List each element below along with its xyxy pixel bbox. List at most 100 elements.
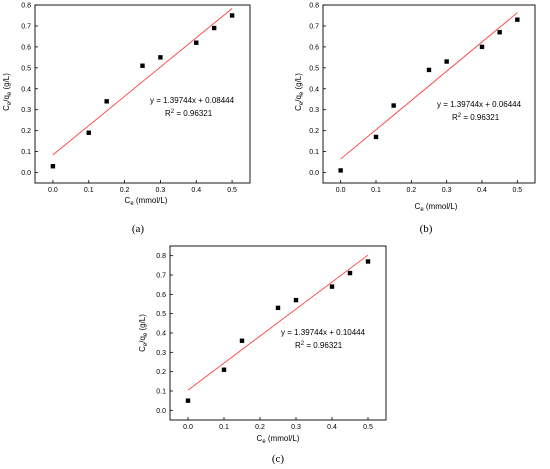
fit-line: [52, 8, 233, 156]
data-point: [373, 134, 379, 140]
fit-line: [187, 254, 369, 391]
data-point: [347, 270, 353, 276]
r-squared-value: = 0.96321: [461, 113, 500, 122]
y-tick-label: 0.5: [21, 65, 31, 72]
x-tick-label: 0.2: [255, 424, 265, 431]
data-point: [515, 17, 520, 22]
y-axis-label: Ce/qe (g/L): [138, 314, 149, 352]
x-tick-label: 0.3: [442, 187, 452, 194]
y-tick-label: 0.0: [156, 408, 166, 415]
r-squared-exponent: 2: [458, 113, 462, 119]
data-point: [50, 164, 56, 169]
data-point: [365, 259, 371, 264]
data-point: [229, 13, 235, 18]
data-point: [185, 398, 191, 403]
data-point: [391, 103, 396, 108]
y-axis-label: Ce/qe (g/L): [294, 73, 305, 111]
y-tick-label: 0.7: [156, 273, 166, 280]
data-point: [221, 367, 227, 372]
y-tick-label: 0.6: [309, 44, 319, 51]
r-squared-value: = 0.96321: [304, 341, 343, 350]
x-tick-label: 0.3: [291, 424, 301, 431]
x-tick-label: 0.1: [219, 424, 229, 431]
y-tick-label: 0.8: [309, 3, 319, 10]
y-tick-label: 0.7: [309, 23, 319, 30]
panel-caption: (b): [420, 223, 433, 235]
data-point: [194, 40, 199, 45]
data-point: [338, 168, 343, 173]
y-tick-label: 0.4: [156, 331, 166, 338]
x-tick-label: 0.2: [406, 187, 416, 194]
y-tick-label: 0.3: [309, 107, 319, 114]
fit-equation: y = 1.39744x + 0.08444: [150, 96, 235, 105]
y-tick-label: 0.1: [156, 389, 166, 396]
x-tick-label: 0.2: [120, 187, 130, 194]
data-point: [275, 305, 281, 311]
x-tick-label: 0.0: [183, 424, 193, 431]
plot-frame: [322, 4, 536, 184]
r-squared-symbol: R: [452, 113, 458, 122]
y-tick-label: 0.3: [156, 350, 166, 357]
data-point: [426, 67, 432, 73]
x-tick-label: 0.4: [327, 424, 337, 431]
r-squared-exponent: 2: [171, 109, 175, 115]
x-tick-label: 0.4: [477, 187, 487, 194]
chart-panel-1: 0.0 0.1 0.2 0.3 0.4 0.5 0.0 0.1 0.2 0.3 0.4 0.5 0.6 0…: [2, 3, 251, 235]
fit-equation: y = 1.39744x + 0.10444: [281, 328, 366, 337]
data-point: [158, 55, 163, 60]
r-squared: R2 = 0.96321: [165, 109, 213, 118]
y-tick-label: 0.6: [21, 44, 31, 51]
data-point: [239, 338, 245, 343]
x-tick-label: 0.5: [363, 424, 373, 431]
plot-frame: [34, 4, 251, 184]
data-point: [211, 25, 217, 31]
x-tick-label: 0.3: [156, 187, 166, 194]
y-tick-label: 0.8: [156, 253, 166, 260]
fit-equation: y = 1.39744x + 0.06444: [437, 100, 522, 109]
y-tick-label: 0.4: [309, 86, 319, 93]
y-tick-label: 0.2: [21, 128, 31, 135]
y-tick-label: 0.2: [309, 128, 319, 135]
data-point: [479, 44, 485, 50]
data-point: [104, 99, 109, 104]
x-tick-label: 0.4: [191, 187, 201, 194]
data-point: [444, 59, 449, 64]
r-squared-value: = 0.96321: [174, 109, 213, 118]
data-point: [86, 130, 91, 135]
data-point: [293, 297, 299, 303]
chart-panel-3: 0.0 0.1 0.2 0.3 0.4 0.5 0.0 0.1 0.2 0.3 0.4 0.5 0.6 0…: [138, 245, 387, 465]
y-tick-label: 0.1: [21, 149, 31, 156]
x-tick-label: 0.0: [336, 187, 346, 194]
y-tick-label: 0.5: [156, 311, 166, 318]
r-squared: R2 = 0.96321: [295, 341, 343, 350]
r-squared-symbol: R: [295, 341, 301, 350]
x-axis-label: Ce (mmol/L): [125, 196, 168, 207]
r-squared-exponent: 2: [301, 341, 305, 347]
x-tick-label: 0.0: [48, 187, 58, 194]
y-tick-label: 0.3: [21, 107, 31, 114]
y-axis-label: Ce/qe (g/L): [2, 73, 13, 111]
y-tick-label: 0.2: [156, 369, 166, 376]
y-tick-label: 0.0: [309, 170, 319, 177]
x-axis-label: Ce (mmol/L): [415, 202, 458, 213]
r-squared: R2 = 0.96321: [452, 113, 500, 122]
y-tick-label: 0.4: [21, 86, 31, 93]
x-tick-label: 0.5: [227, 187, 237, 194]
x-axis-label: Ce (mmol/L): [257, 434, 300, 445]
data-point: [140, 63, 145, 68]
panel-caption: (a): [132, 223, 145, 235]
r-squared-symbol: R: [165, 109, 171, 118]
panel-caption: (c): [272, 453, 285, 465]
y-tick-label: 0.1: [309, 149, 319, 156]
y-tick-label: 0.8: [21, 3, 31, 10]
x-tick-label: 0.1: [84, 187, 94, 194]
y-tick-label: 0.6: [156, 292, 166, 299]
x-tick-label: 0.1: [371, 187, 381, 194]
y-tick-label: 0.5: [309, 65, 319, 72]
y-tick-label: 0.7: [21, 23, 31, 30]
data-point: [497, 30, 502, 35]
data-point: [329, 284, 335, 289]
chart-panel-2: 0.0 0.1 0.2 0.3 0.4 0.5 0.0 0.1 0.2 0.3 0.4 0.5 0.6 0…: [294, 3, 536, 235]
x-tick-label: 0.5: [512, 187, 522, 194]
